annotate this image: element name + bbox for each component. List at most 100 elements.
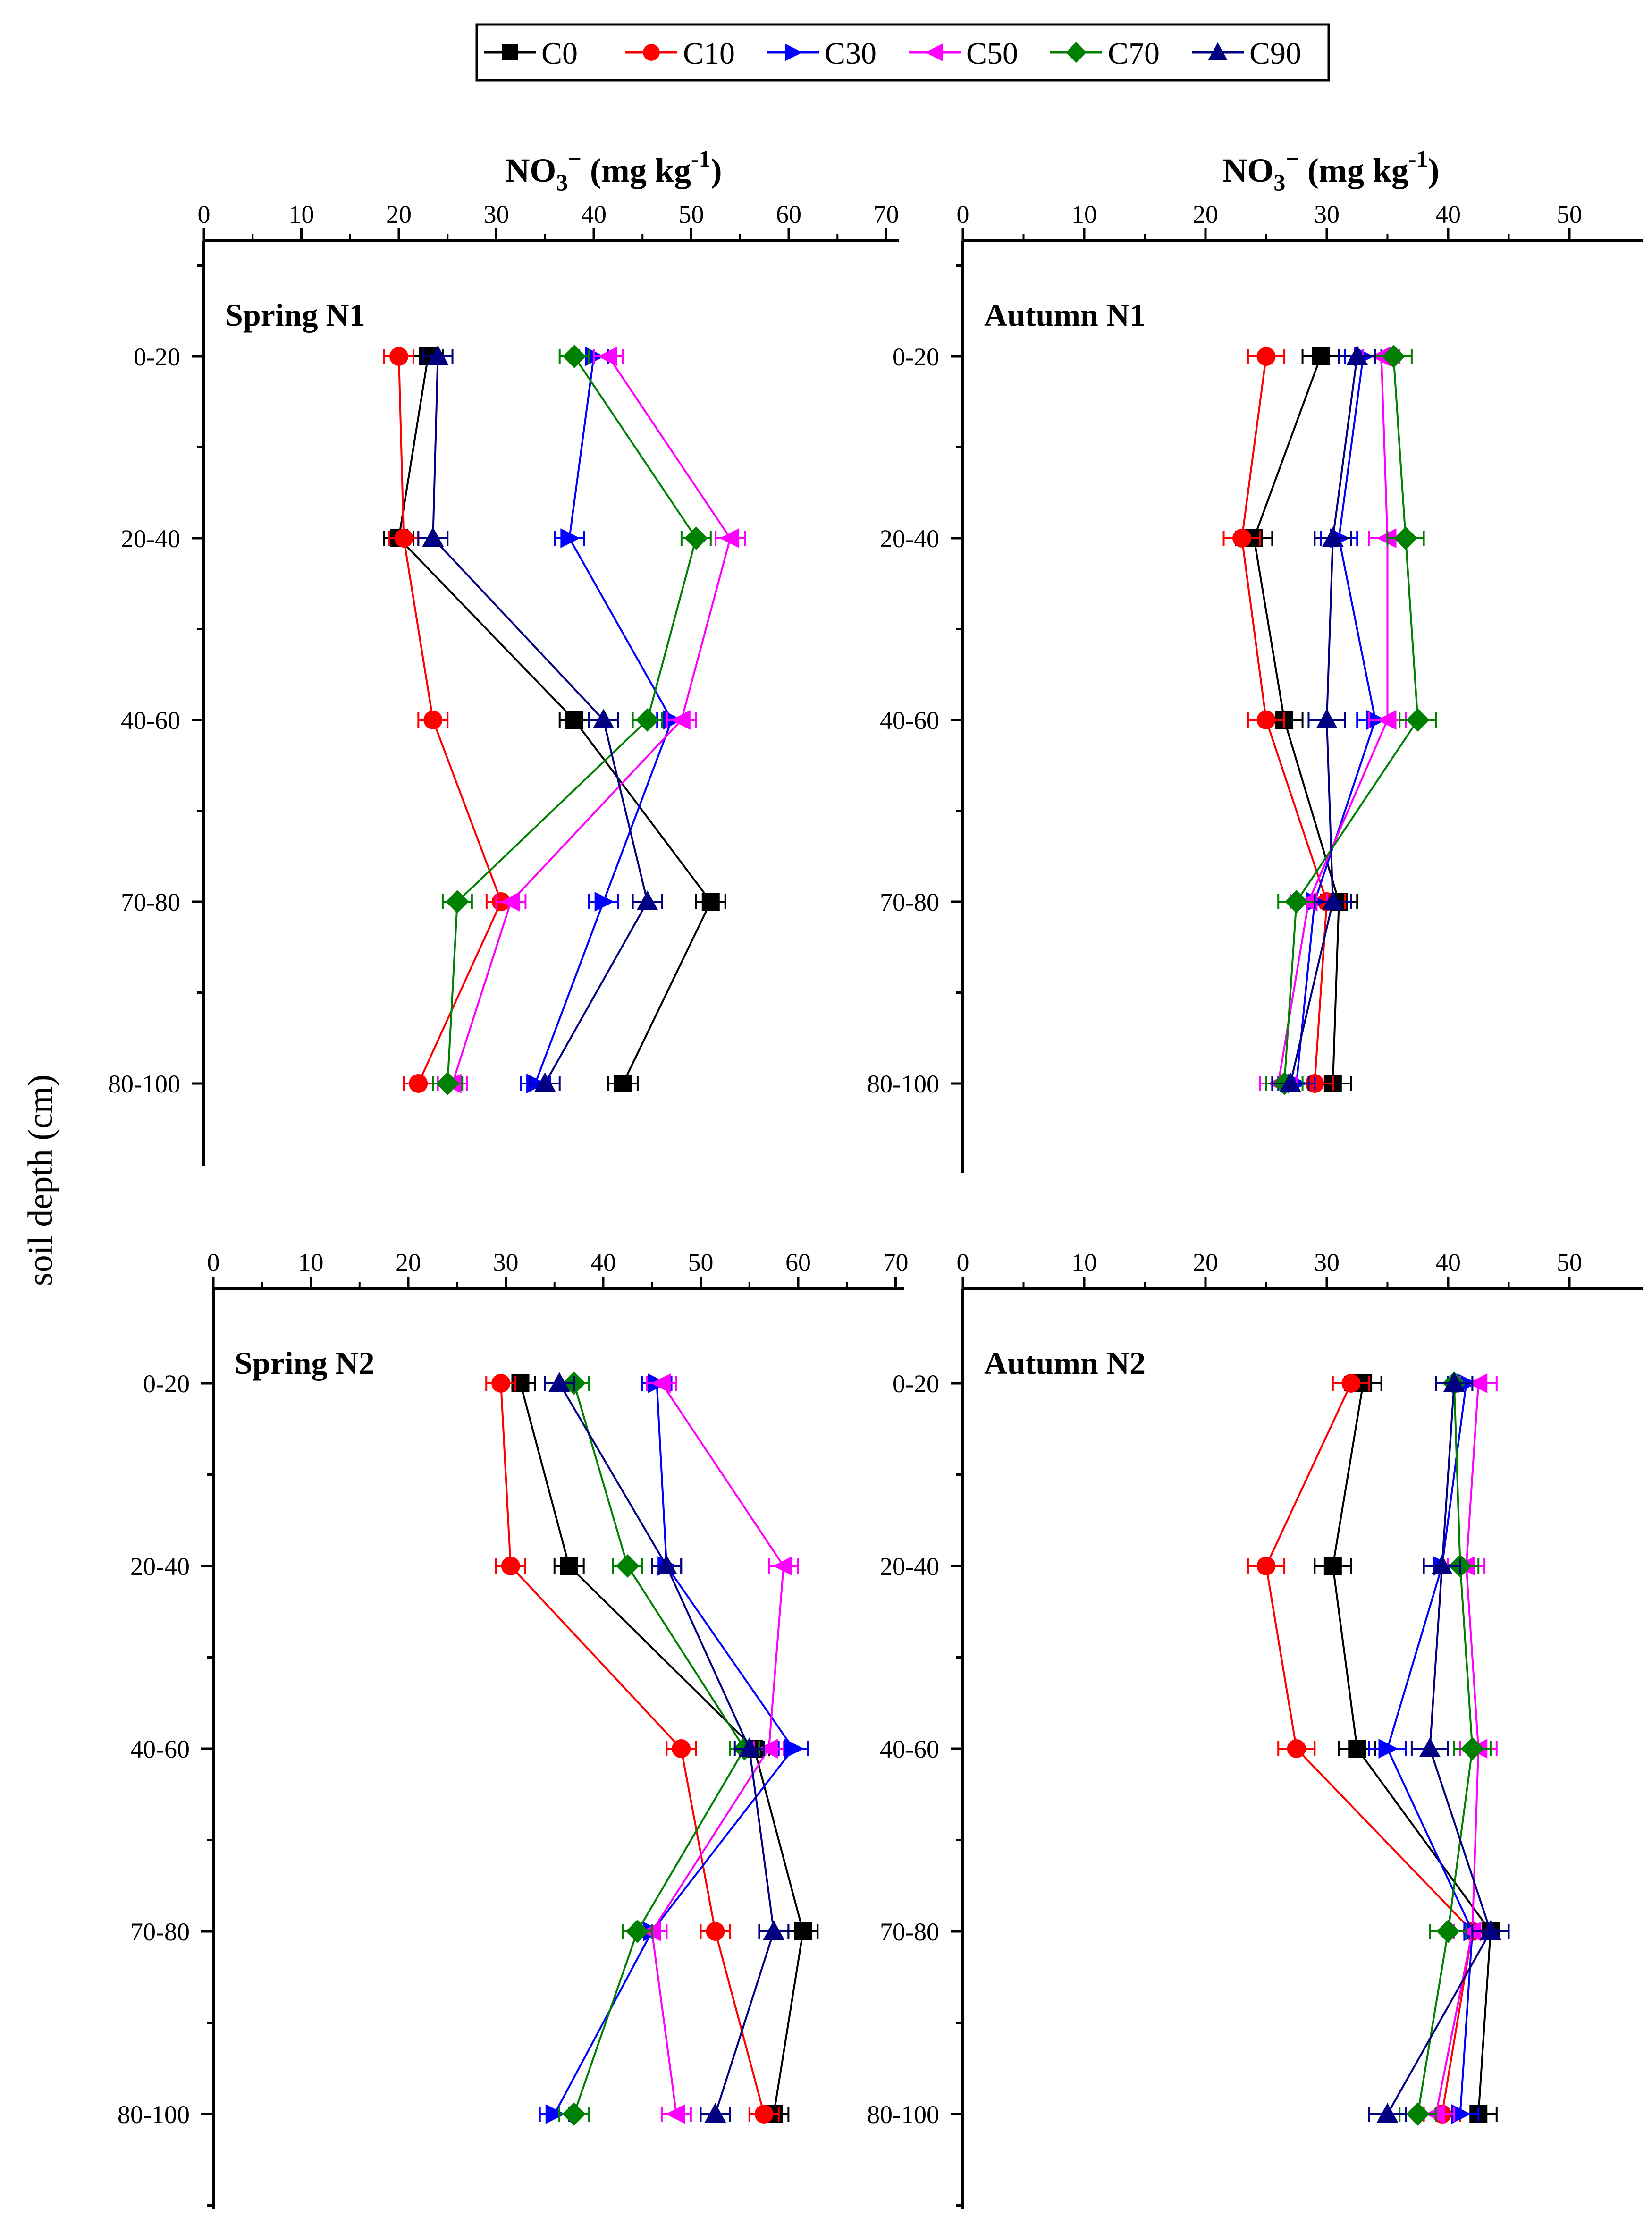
data-point-c90 <box>1322 890 1344 911</box>
x-axis-title-sup: − <box>1285 145 1299 172</box>
x-axis-title: NO3− (mg kg-1) <box>505 145 722 195</box>
x-tick-label: 0 <box>198 200 211 228</box>
legend-label-c50: C50 <box>966 36 1018 71</box>
x-tick-label: 50 <box>1557 1248 1582 1277</box>
y-tick-label: 20-40 <box>130 1552 190 1581</box>
data-point-c50 <box>719 528 740 548</box>
data-point-c0 <box>1312 347 1330 365</box>
panel-title: Autumn N1 <box>984 297 1146 333</box>
data-point-c10 <box>423 711 443 729</box>
x-tick-label: 50 <box>688 1248 714 1277</box>
x-axis-title-unit: (mg kg <box>1299 152 1408 189</box>
data-point-c30 <box>784 1739 804 1759</box>
panel-spring-n1: 0 10 20 30 40 50 60 70 0-20 20-40 40-60 70-80 80-100… <box>108 145 899 1166</box>
y-tick-label: 80-100 <box>118 2100 190 2129</box>
data-point-c90 <box>1316 709 1338 729</box>
x-axis-title: NO3− (mg kg-1) <box>1222 145 1439 195</box>
panel-title: Spring N1 <box>225 297 365 333</box>
y-tick-label: 0-20 <box>134 343 180 371</box>
y-tick-label: 0-20 <box>893 343 939 371</box>
data-point-c30 <box>1378 1739 1399 1759</box>
x-tick-label: 70 <box>883 1248 909 1277</box>
x-axis-title-close: ) <box>1428 152 1440 189</box>
data-point-c10 <box>491 1374 511 1393</box>
legend-marker-c90 <box>1208 42 1228 60</box>
legend-marker-c70 <box>1065 42 1087 63</box>
data-point-c10 <box>1256 711 1276 729</box>
data-point-c50 <box>666 2104 685 2124</box>
data-point-c90 <box>738 1737 760 1758</box>
data-point-c50 <box>598 347 617 366</box>
data-point-c70 <box>1382 345 1406 368</box>
data-point-c0 <box>560 1557 578 1575</box>
legend-entry-c70: C70 <box>1050 36 1160 71</box>
data-point-c0 <box>1323 1557 1342 1575</box>
legend-label-c0: C0 <box>541 36 578 71</box>
panel-autumn-n2: 0 10 20 30 40 50 0-20 20-40 40-60 70-80 80-100 Autu… <box>867 1248 1643 2209</box>
x-tick-label: 60 <box>776 200 801 228</box>
data-point-c30 <box>1451 2104 1471 2124</box>
y-tick-label: 20-40 <box>121 525 180 553</box>
data-point-c90 <box>636 890 658 911</box>
y-tick-label: 0-20 <box>143 1370 190 1398</box>
x-axis-title-close: ) <box>711 152 722 189</box>
data-point-c0 <box>794 1922 812 1940</box>
series-c90 <box>544 1372 790 2123</box>
x-tick-label: 30 <box>484 200 509 228</box>
y-tick-label: 70-80 <box>130 1918 190 1946</box>
data-point-c10 <box>1341 1374 1361 1393</box>
data-point-c50 <box>500 892 520 912</box>
x-tick-label: 10 <box>1071 1248 1097 1277</box>
x-tick-label: 0 <box>957 200 969 228</box>
data-point-c10 <box>1256 1557 1276 1575</box>
data-point-c70 <box>1394 526 1417 550</box>
x-tick-label: 50 <box>679 200 704 228</box>
data-point-c90 <box>1280 1072 1301 1092</box>
x-tick-label: 0 <box>207 1248 220 1277</box>
data-point-c70 <box>436 1072 459 1095</box>
y-tick-label: 20-40 <box>880 1552 939 1581</box>
legend-label-c90: C90 <box>1249 36 1301 71</box>
data-point-c90 <box>1419 1737 1441 1758</box>
data-point-c90 <box>548 1372 570 1392</box>
x-tick-label: 30 <box>1314 1248 1340 1277</box>
data-point-c70 <box>635 708 659 732</box>
data-point-c90 <box>1322 527 1344 547</box>
series-c70 <box>1265 345 1437 1095</box>
data-point-c10 <box>389 347 408 366</box>
data-point-c70 <box>1406 708 1430 732</box>
data-point-c70 <box>684 526 708 550</box>
data-point-c0 <box>614 1075 632 1092</box>
data-point-c50 <box>671 710 691 730</box>
data-point-c90 <box>1443 1372 1465 1392</box>
data-point-c70 <box>1460 1737 1484 1760</box>
panel-title: Autumn N2 <box>984 1345 1146 1381</box>
legend-items: C0 C10 C30 C50 C70 C90 <box>484 36 1301 71</box>
y-axis-label: soil depth (cm) <box>21 1075 60 1286</box>
legend: C0 C10 C30 C50 C70 C90 <box>475 23 1330 82</box>
data-point-c90 <box>422 527 444 547</box>
data-point-c70 <box>625 1920 649 1943</box>
data-point-c50 <box>1467 1373 1488 1393</box>
legend-label-c70: C70 <box>1108 36 1160 71</box>
legend-entry-c90: C90 <box>1192 36 1301 71</box>
x-tick-label: 30 <box>1314 200 1340 228</box>
y-tick-label: 40-60 <box>130 1735 190 1763</box>
x-tick-label: 40 <box>581 200 607 228</box>
x-tick-label: 30 <box>493 1248 519 1277</box>
data-point-c50 <box>758 1739 778 1759</box>
y-tick-label: 70-80 <box>121 888 180 916</box>
data-point-c10 <box>394 529 413 548</box>
y-tick-label: 40-60 <box>121 706 180 735</box>
x-tick-label: 20 <box>396 1248 421 1277</box>
x-axis-title-sub: 3 <box>556 169 568 195</box>
legend-label-c10: C10 <box>683 36 735 71</box>
y-tick-label: 40-60 <box>880 1735 939 1763</box>
panel-spring-n2: 0 10 20 30 40 50 60 70 0-20 20-40 40-60 70-80 80-100… <box>118 1248 909 2209</box>
x-tick-label: 10 <box>1071 200 1097 228</box>
legend-box <box>475 23 1330 82</box>
x-axis-title-sub: 3 <box>1273 169 1285 195</box>
data-point-c10 <box>706 1922 725 1941</box>
data-point-c30 <box>560 528 581 548</box>
x-tick-label: 10 <box>289 200 314 228</box>
